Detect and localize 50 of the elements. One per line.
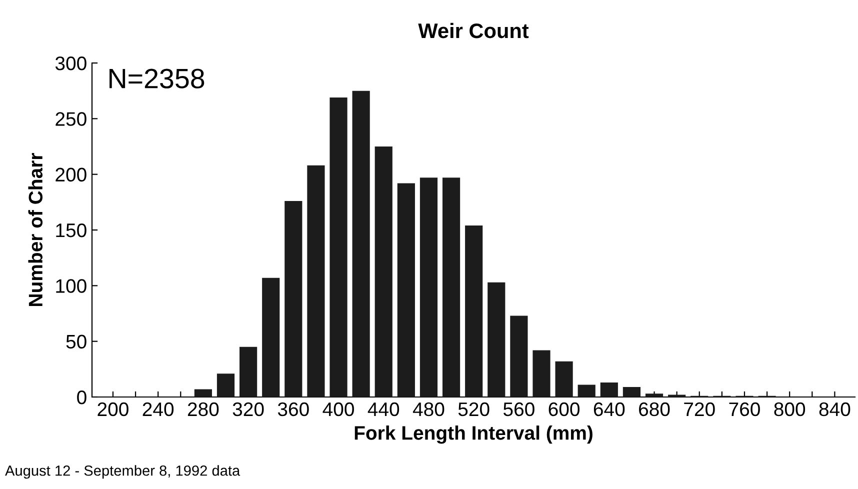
y-tick-label: 0 (77, 390, 86, 404)
x-tick-label: 520 (458, 402, 490, 416)
x-tick-label: 480 (412, 402, 444, 416)
y-tick-label: 250 (56, 112, 86, 126)
annotation: N=2358 (110, 68, 204, 88)
y-tick-label: 300 (55, 56, 86, 70)
bar (216, 374, 235, 397)
x-tick-label: 440 (368, 402, 400, 416)
text: August 12 - September 8, 1992 data (5, 465, 240, 479)
x-tick-label: 800 (774, 402, 806, 416)
y-tick-label: 100 (56, 279, 86, 293)
y-axis-title: Number of Charr (28, 153, 43, 306)
bar (420, 178, 438, 397)
bar (645, 394, 664, 397)
x-tick-label: 200 (98, 402, 128, 416)
y-tick-label: 150 (56, 223, 86, 238)
y-tick-label: 50 (66, 334, 86, 349)
x-axis-title: Fork Length Interval (mm) (354, 426, 592, 444)
x-tick-label: 240 (142, 402, 174, 416)
x-tick-label: 720 (684, 402, 715, 416)
bar (284, 201, 302, 397)
bar (262, 278, 280, 397)
x-tick-label: 280 (188, 402, 219, 416)
bar (622, 386, 641, 397)
bar (465, 226, 483, 397)
x-tick-label: 360 (278, 402, 309, 416)
bar (532, 350, 550, 397)
bar (352, 90, 370, 397)
bar (488, 282, 506, 397)
bar (307, 165, 325, 397)
x-tick-label: 640 (594, 402, 625, 416)
x-tick-label: 840 (819, 402, 850, 416)
bar (600, 382, 618, 397)
bar (194, 389, 212, 397)
chart-title: Weir Count (418, 22, 529, 38)
bar (240, 346, 258, 397)
bar (397, 183, 415, 397)
x-tick-label: 560 (504, 402, 534, 416)
bar (555, 361, 573, 397)
y-tick-label: 200 (56, 168, 86, 182)
bar (578, 384, 596, 397)
x-tick-label: 320 (232, 402, 264, 416)
x-tick-label: 600 (548, 402, 580, 416)
bar (374, 146, 392, 397)
bar (510, 316, 528, 397)
x-tick-label: 400 (322, 402, 354, 416)
bar (442, 178, 460, 397)
x-tick-label: 680 (639, 402, 670, 416)
bar (330, 98, 348, 397)
x-tick-label: 760 (729, 402, 760, 416)
